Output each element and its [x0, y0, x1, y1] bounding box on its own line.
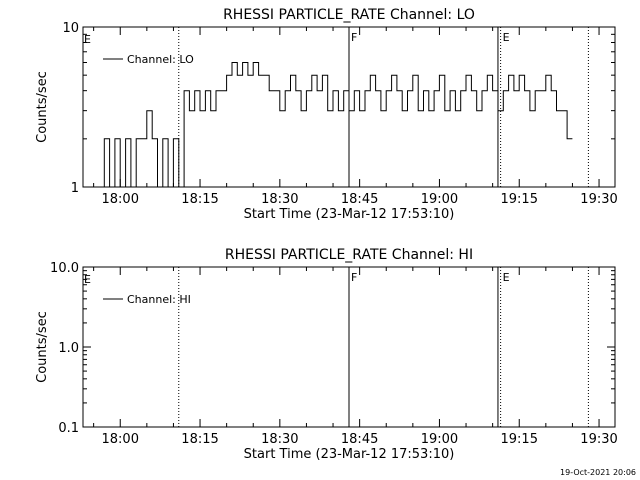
lo-x-tick-label-5: 19:15 [501, 192, 538, 207]
hi-y-tick-label-2: 10.0 [50, 261, 79, 276]
lo-chart-title: RHESSI PARTICLE_RATE Channel: LO [223, 7, 475, 23]
hi-event-marker-label-1: F [351, 271, 357, 284]
lo-legend-label-0: Channel: LO [127, 53, 194, 66]
lo-y-tick-label-1: 10 [62, 21, 79, 36]
lo-event-marker-label-1: F [351, 31, 357, 44]
lo-y-tick-label-0: 1 [71, 181, 79, 196]
lo-x-axis-label: Start Time (23-Mar-12 17:53:10) [244, 207, 455, 222]
hi-legend-label-0: Channel: HI [127, 293, 191, 306]
hi-x-tick-label-1: 18:15 [181, 432, 218, 447]
footer-timestamp: 19-Oct-2021 20:06 [560, 468, 636, 477]
lo-corner-event-label: E [84, 33, 91, 46]
hi-x-tick-label-4: 19:00 [421, 432, 458, 447]
hi-corner-event-label: E [84, 273, 91, 286]
lo-x-tick-label-6: 19:30 [580, 192, 617, 207]
hi-x-tick-label-0: 18:00 [102, 432, 139, 447]
hi-y-tick-label-0: 0.1 [58, 421, 79, 436]
hi-x-tick-label-6: 19:30 [580, 432, 617, 447]
lo-x-tick-label-4: 19:00 [421, 192, 458, 207]
lo-channel-panel: RHESSI PARTICLE_RATE Channel: LO 18:00 18:… [35, 7, 618, 222]
lo-x-tick-label-1: 18:15 [181, 192, 218, 207]
hi-y-tick-label-1: 1.0 [58, 341, 79, 356]
hi-x-tick-label-2: 18:30 [261, 432, 298, 447]
lo-x-tick-label-3: 18:45 [341, 192, 378, 207]
hi-x-axis-label: Start Time (23-Mar-12 17:53:10) [244, 447, 455, 462]
hi-channel-panel: RHESSI PARTICLE_RATE Channel: HI 18:00 18:… [35, 247, 618, 462]
hi-x-tick-label-5: 19:15 [501, 432, 538, 447]
hi-chart-title: RHESSI PARTICLE_RATE Channel: HI [225, 247, 473, 263]
lo-y-axis-label: Counts/sec [35, 71, 50, 143]
lo-x-tick-label-0: 18:00 [102, 192, 139, 207]
hi-event-marker-label-3: E [503, 271, 510, 284]
lo-series-line-0 [99, 62, 573, 188]
hi-y-axis-label: Counts/sec [35, 311, 50, 383]
lo-event-marker-label-3: E [503, 31, 510, 44]
lo-x-tick-label-2: 18:30 [261, 192, 298, 207]
hi-x-tick-label-3: 18:45 [341, 432, 378, 447]
